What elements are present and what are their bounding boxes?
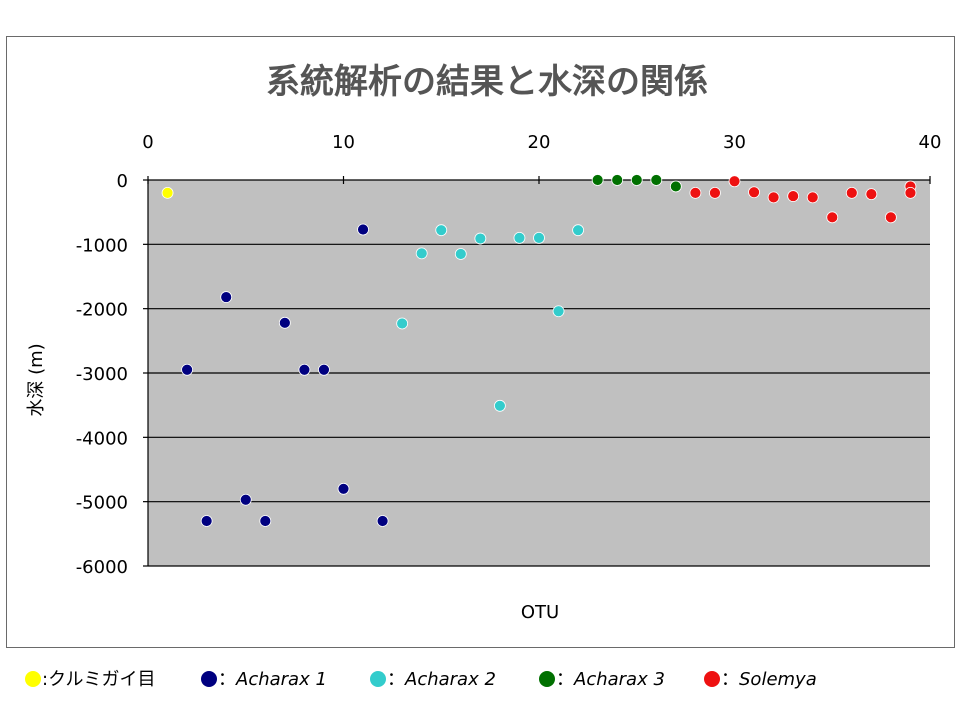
legend-item: ：Acharax 1	[201, 669, 327, 690]
data-point-series-3	[454, 248, 467, 260]
legend-separator: ：	[721, 669, 739, 690]
data-point-series-3	[572, 224, 584, 237]
data-point-series-5	[728, 175, 741, 188]
data-point-series-5	[845, 186, 858, 199]
legend-separator: ：	[556, 669, 574, 690]
data-point-series-3	[493, 399, 506, 412]
data-point-series-3	[533, 231, 545, 244]
data-point-series-2	[376, 515, 389, 527]
y-tick-label: -6000	[76, 557, 128, 578]
data-point-series-2	[278, 316, 291, 329]
data-point-series-2	[239, 493, 252, 506]
data-point-series-5	[904, 186, 917, 199]
data-point-series-5	[865, 188, 878, 201]
y-tick-label: 0	[117, 171, 128, 192]
legend-item: ：Solemya	[704, 669, 817, 690]
legend-item: ：Acharax 2	[370, 669, 496, 690]
legend-marker	[25, 671, 41, 687]
legend-marker	[704, 671, 720, 687]
data-point-series-3	[435, 224, 448, 237]
data-point-series-4	[611, 174, 624, 186]
data-point-series-4	[630, 174, 643, 186]
y-tick-label: -4000	[76, 428, 128, 449]
x-tick-label: 10	[332, 132, 355, 153]
legend-series-name: Acharax 3	[573, 669, 665, 690]
y-axis-label: 水深 (m)	[26, 343, 47, 416]
legend-label: ：Acharax 1	[218, 669, 327, 690]
y-tick-label: -5000	[76, 493, 128, 514]
data-point-series-3	[396, 317, 409, 330]
legend: :クルミガイ目 ：Acharax 1 ：Acharax 2 ：Acharax 3 ：So…	[25, 669, 817, 690]
legend-separator: :	[42, 669, 48, 690]
data-point-series-3	[415, 247, 428, 260]
x-tick-label: 20	[528, 132, 551, 153]
x-axis-label: OTU	[521, 602, 559, 623]
axes	[143, 176, 931, 567]
grid-lines	[148, 243, 930, 567]
data-point-series-5	[767, 191, 780, 204]
data-point-series-3	[513, 231, 526, 244]
data-point-series-5	[748, 186, 760, 199]
legend-item: :クルミガイ目	[25, 669, 156, 690]
chart-title: 系統解析の結果と水深の関係	[266, 62, 708, 102]
data-point-series-4	[650, 174, 663, 186]
legend-series-name: Acharax 1	[235, 669, 327, 690]
data-point-series-5	[826, 211, 839, 224]
legend-label: ：Acharax 3	[556, 669, 665, 690]
legend-label: ：Acharax 2	[387, 669, 496, 690]
data-point-series-2	[337, 482, 350, 495]
data-point-series-2	[220, 291, 233, 303]
legend-series-name: Acharax 2	[404, 669, 496, 690]
data-point-series-5	[689, 186, 702, 199]
x-tick-labels: 0 10 20 30 40	[142, 132, 941, 153]
legend-series-name: Solemya	[739, 669, 817, 690]
data-point-series-1	[161, 186, 174, 199]
legend-item: ：Acharax 3	[539, 669, 665, 690]
legend-label: :クルミガイ目	[42, 669, 156, 690]
legend-separator: ：	[387, 669, 405, 690]
data-point-series-2	[318, 363, 330, 376]
data-point-series-5	[885, 211, 897, 224]
data-point-series-2	[181, 363, 194, 376]
data-point-series-2	[298, 363, 311, 376]
data-point-series-3	[552, 305, 565, 318]
data-points	[161, 174, 917, 527]
legend-marker	[201, 671, 217, 687]
legend-marker	[539, 671, 555, 687]
data-point-series-2	[259, 515, 272, 527]
legend-label: ：Solemya	[721, 669, 817, 690]
y-tick-label: -3000	[76, 364, 128, 385]
legend-marker	[370, 671, 386, 687]
legend-separator: ：	[218, 669, 236, 690]
data-point-series-5	[787, 190, 800, 202]
legend-series-name: クルミガイ目	[48, 669, 155, 690]
data-point-series-2	[200, 515, 213, 527]
x-tick-label: 40	[919, 132, 942, 153]
data-point-series-3	[474, 232, 487, 245]
data-point-series-5	[709, 186, 721, 199]
data-point-series-2	[357, 223, 369, 236]
y-tick-labels: 0 -1000 -2000 -3000 -4000 -5000 -6000	[76, 171, 128, 578]
y-tick-label: -2000	[76, 300, 128, 321]
x-tick-label: 0	[142, 132, 153, 153]
data-point-series-5	[806, 191, 819, 204]
y-tick-label: -1000	[76, 235, 128, 256]
data-point-series-4	[669, 180, 682, 193]
data-point-series-4	[591, 174, 604, 186]
x-tick-label: 30	[723, 132, 746, 153]
